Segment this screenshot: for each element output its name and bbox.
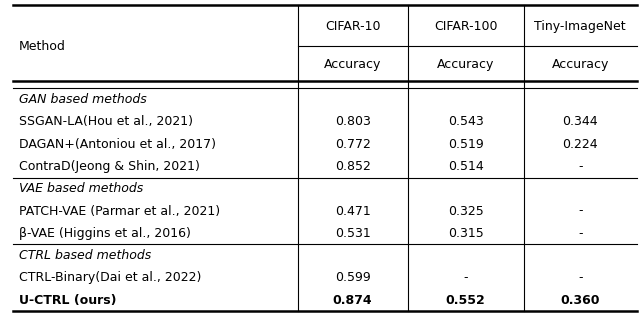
Text: 0.874: 0.874 bbox=[333, 294, 372, 307]
Text: 0.360: 0.360 bbox=[561, 294, 600, 307]
Text: Accuracy: Accuracy bbox=[324, 58, 381, 71]
Text: 0.803: 0.803 bbox=[335, 115, 371, 128]
Text: Accuracy: Accuracy bbox=[552, 58, 609, 71]
Text: PATCH-VAE (Parmar et al., 2021): PATCH-VAE (Parmar et al., 2021) bbox=[19, 204, 220, 217]
Text: VAE based methods: VAE based methods bbox=[19, 182, 143, 195]
Text: 0.772: 0.772 bbox=[335, 138, 371, 151]
Text: 0.344: 0.344 bbox=[563, 115, 598, 128]
Text: 0.852: 0.852 bbox=[335, 160, 371, 173]
Text: 0.519: 0.519 bbox=[448, 138, 483, 151]
Text: -: - bbox=[578, 160, 582, 173]
Text: DAGAN+(Antoniou et al., 2017): DAGAN+(Antoniou et al., 2017) bbox=[19, 138, 216, 151]
Text: U-CTRL (ours): U-CTRL (ours) bbox=[19, 294, 116, 307]
Text: 0.531: 0.531 bbox=[335, 227, 371, 240]
Text: 0.599: 0.599 bbox=[335, 271, 371, 284]
Text: 0.224: 0.224 bbox=[563, 138, 598, 151]
Text: 0.471: 0.471 bbox=[335, 204, 371, 217]
Text: -: - bbox=[578, 227, 582, 240]
Text: Tiny-ImageNet: Tiny-ImageNet bbox=[534, 20, 626, 33]
Text: GAN based methods: GAN based methods bbox=[19, 93, 147, 106]
Text: -: - bbox=[463, 271, 468, 284]
Text: CIFAR-10: CIFAR-10 bbox=[325, 20, 380, 33]
Text: ContraD(Jeong & Shin, 2021): ContraD(Jeong & Shin, 2021) bbox=[19, 160, 200, 173]
Text: 0.315: 0.315 bbox=[448, 227, 483, 240]
Text: 0.552: 0.552 bbox=[445, 294, 486, 307]
Text: SSGAN-LA(Hou et al., 2021): SSGAN-LA(Hou et al., 2021) bbox=[19, 115, 193, 128]
Text: CTRL-Binary(Dai et al., 2022): CTRL-Binary(Dai et al., 2022) bbox=[19, 271, 202, 284]
Text: 0.543: 0.543 bbox=[448, 115, 483, 128]
Text: Accuracy: Accuracy bbox=[437, 58, 494, 71]
Text: Method: Method bbox=[19, 40, 66, 53]
Text: -: - bbox=[578, 271, 582, 284]
Text: CIFAR-100: CIFAR-100 bbox=[434, 20, 497, 33]
Text: 0.325: 0.325 bbox=[448, 204, 483, 217]
Text: -: - bbox=[578, 204, 582, 217]
Text: 0.514: 0.514 bbox=[448, 160, 483, 173]
Text: β-VAE (Higgins et al., 2016): β-VAE (Higgins et al., 2016) bbox=[19, 227, 191, 240]
Text: CTRL based methods: CTRL based methods bbox=[19, 249, 152, 262]
